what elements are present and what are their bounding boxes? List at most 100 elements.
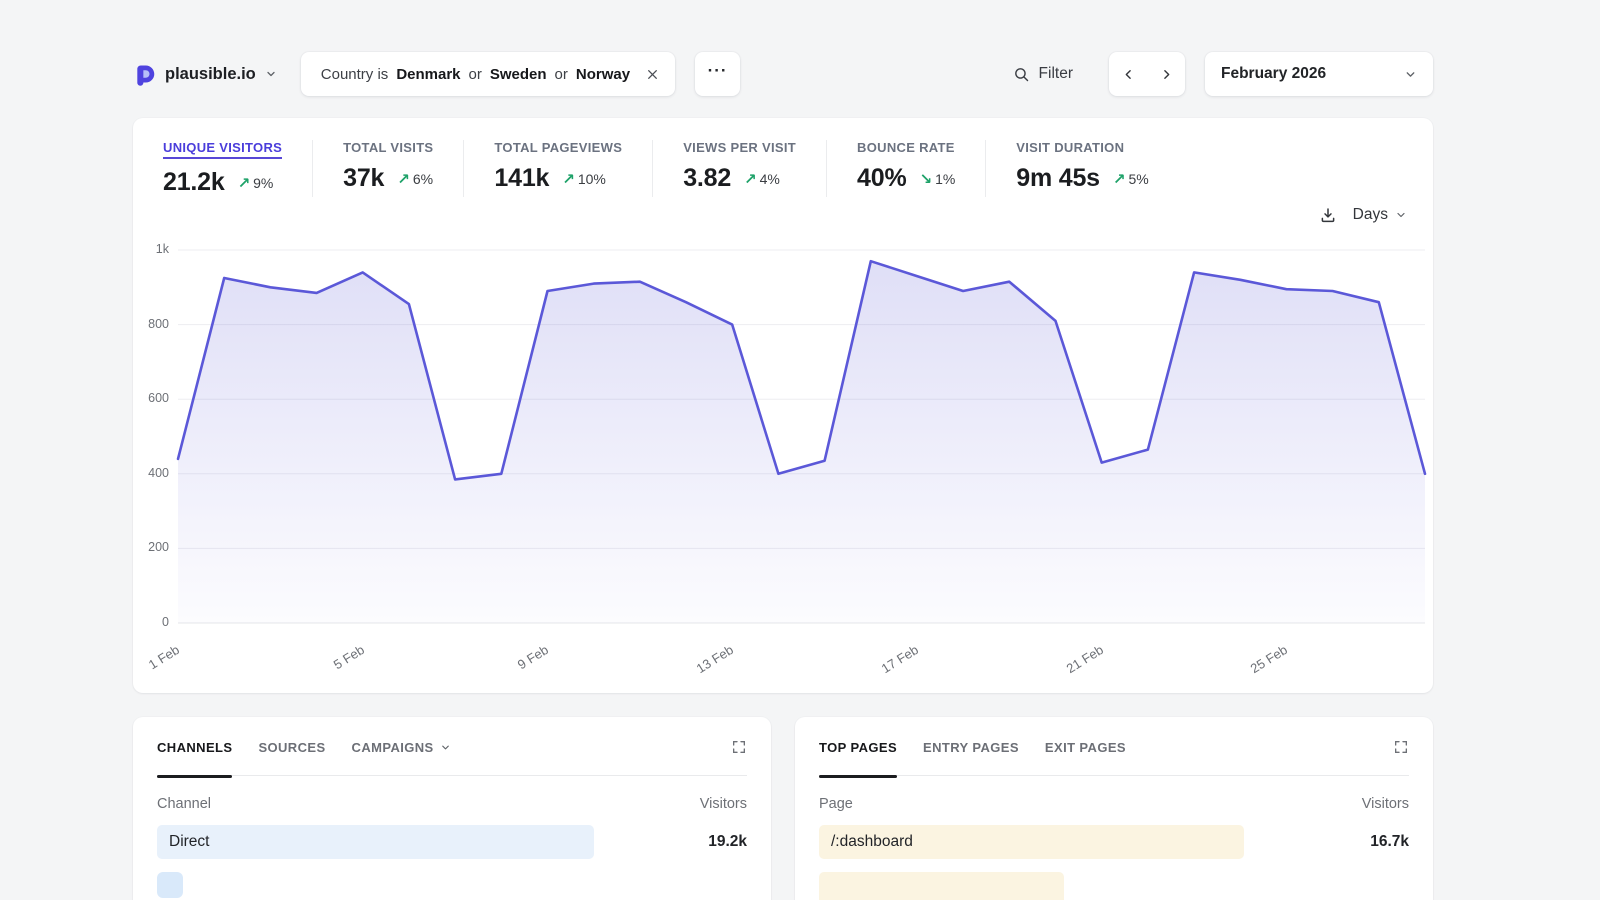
stat-value: 40% (857, 164, 907, 192)
y-tick-label: 0 (162, 615, 169, 629)
tab-entry-pages[interactable]: ENTRY PAGES (923, 739, 1019, 755)
filter-pill-prefix: Country is (320, 65, 389, 83)
stat-delta: ↗ 6% (397, 170, 433, 188)
search-icon (1013, 66, 1030, 83)
channel-row-direct[interactable]: Direct 19.2k (157, 825, 747, 859)
site-name: plausible.io (165, 64, 256, 83)
filter-country-3: Norway (575, 65, 631, 83)
x-tick-label: 17 Feb (878, 642, 921, 677)
stat-value: 37k (343, 164, 385, 192)
visitors-area-chart[interactable] (176, 249, 1427, 624)
stat-delta-value: 6% (412, 170, 434, 187)
row-bar (819, 872, 1064, 900)
channel-row-partial[interactable] (157, 872, 747, 900)
page-visitors: 16.7k (1370, 833, 1409, 850)
top-bar: plausible.io Country is Denmark or Swede… (133, 52, 1433, 96)
trend-up-icon: ↗ (562, 170, 575, 188)
stat-total-pageviews[interactable]: TOTAL PAGEVIEWS 141k ↗ 10% (463, 140, 652, 197)
y-tick-label: 400 (148, 465, 169, 480)
plausible-logo-icon (133, 63, 156, 86)
top-stats: UNIQUE VISITORS 21.2k ↗ 9% TOTAL VISITS 37k ↗ 6… (163, 140, 1179, 197)
col-page: Page (819, 796, 853, 812)
tab-campaigns[interactable]: CAMPAIGNS (352, 740, 451, 755)
filter-button-label: Filter (1038, 65, 1073, 82)
col-visitors: Visitors (699, 796, 747, 812)
stat-bounce-rate[interactable]: BOUNCE RATE 40% ↘ 1% (826, 140, 985, 197)
tab-channels[interactable]: CHANNELS (157, 739, 233, 778)
filter-button[interactable]: Filter (1013, 65, 1073, 83)
fullscreen-icon[interactable] (1393, 739, 1409, 755)
date-nav (1109, 52, 1185, 96)
page-name: /:dashboard (831, 833, 913, 850)
chart-controls: Days (1319, 206, 1407, 224)
col-channel: Channel (157, 796, 212, 812)
stat-value: 141k (494, 164, 550, 192)
x-tick-label: 9 Feb (515, 642, 552, 673)
stat-visit-duration[interactable]: VISIT DURATION 9m 45s ↗ 5% (985, 140, 1178, 197)
interval-label: Days (1352, 206, 1388, 223)
stat-value: 3.82 (683, 164, 732, 192)
stat-views-per-visit[interactable]: VIEWS PER VISIT 3.82 ↗ 4% (652, 140, 826, 197)
row-bar (157, 825, 594, 859)
filter-joiner-2: or (554, 65, 568, 83)
col-visitors: Visitors (1361, 796, 1409, 812)
page-row-partial[interactable] (819, 872, 1409, 900)
stat-total-visits[interactable]: TOTAL VISITS 37k ↗ 6% (312, 140, 463, 197)
next-period-button[interactable] (1147, 52, 1185, 96)
row-bar (819, 825, 1244, 859)
channels-column-headers: Channel Visitors (157, 796, 747, 812)
stat-delta: ↗ 4% (744, 170, 780, 188)
stat-label: TOTAL VISITS (343, 140, 434, 155)
y-tick-label: 600 (148, 391, 169, 406)
date-range-label: February 2026 (1221, 65, 1327, 82)
channel-name: Direct (169, 833, 210, 850)
filter-country-1: Denmark (396, 65, 461, 83)
site-selector[interactable]: plausible.io (133, 63, 277, 86)
date-range-picker[interactable]: February 2026 (1205, 52, 1433, 96)
stat-label: TOTAL PAGEVIEWS (494, 140, 623, 155)
page-row-dashboard[interactable]: /:dashboard 16.7k (819, 825, 1409, 859)
pages-tabs: TOP PAGES ENTRY PAGES EXIT PAGES (819, 739, 1409, 778)
prev-period-button[interactable] (1109, 52, 1147, 96)
stat-delta-value: 1% (935, 170, 956, 187)
y-tick-label: 1k (155, 242, 169, 256)
filter-country-2: Sweden (489, 65, 547, 83)
visitors-panel: UNIQUE VISITORS 21.2k ↗ 9% TOTAL VISITS 37k ↗ 6… (133, 118, 1433, 693)
filter-joiner-1: or (468, 65, 482, 83)
stat-unique-visitors[interactable]: UNIQUE VISITORS 21.2k ↗ 9% (163, 140, 312, 197)
download-icon[interactable] (1319, 206, 1337, 224)
channels-tabs: CHANNELS SOURCES CAMPAIGNS (157, 739, 747, 778)
x-tick-label: 1 Feb (145, 642, 182, 673)
y-tick-label: 200 (148, 540, 169, 555)
stat-delta-value: 5% (1128, 170, 1149, 187)
stat-delta: ↘ 1% (919, 170, 955, 188)
channel-visitors: 19.2k (708, 833, 747, 850)
filter-pill-country[interactable]: Country is Denmark or Sweden or Norway (300, 52, 676, 96)
stat-delta: ↗ 10% (562, 170, 606, 188)
fullscreen-icon[interactable] (731, 739, 747, 755)
more-filters-button[interactable]: ··· (695, 52, 741, 96)
tab-exit-pages[interactable]: EXIT PAGES (1044, 739, 1126, 755)
chevron-down-icon (1395, 209, 1407, 221)
tab-top-pages[interactable]: TOP PAGES (819, 739, 898, 778)
row-icon-tile (157, 872, 183, 898)
stat-label: VISIT DURATION (1016, 140, 1125, 155)
chevron-down-icon (440, 742, 451, 753)
stat-label: UNIQUE VISITORS (163, 140, 283, 159)
x-tick-label: 25 Feb (1248, 642, 1291, 677)
stat-delta-value: 9% (253, 174, 274, 191)
trend-down-icon: ↘ (919, 170, 933, 188)
tab-campaigns-label: CAMPAIGNS (351, 739, 434, 755)
stat-delta: ↗ 5% (1113, 170, 1149, 188)
remove-filter-icon[interactable] (646, 68, 659, 81)
trend-up-icon: ↗ (744, 170, 757, 188)
chevron-down-icon (265, 68, 277, 80)
x-tick-label: 13 Feb (693, 642, 737, 677)
interval-dropdown[interactable]: Days (1353, 206, 1407, 224)
channels-card: CHANNELS SOURCES CAMPAIGNS Channel Visit… (133, 717, 771, 900)
trend-up-icon: ↗ (237, 174, 251, 192)
trend-up-icon: ↗ (1112, 170, 1126, 188)
x-tick-label: 5 Feb (330, 642, 367, 673)
tab-sources[interactable]: SOURCES (258, 739, 326, 755)
